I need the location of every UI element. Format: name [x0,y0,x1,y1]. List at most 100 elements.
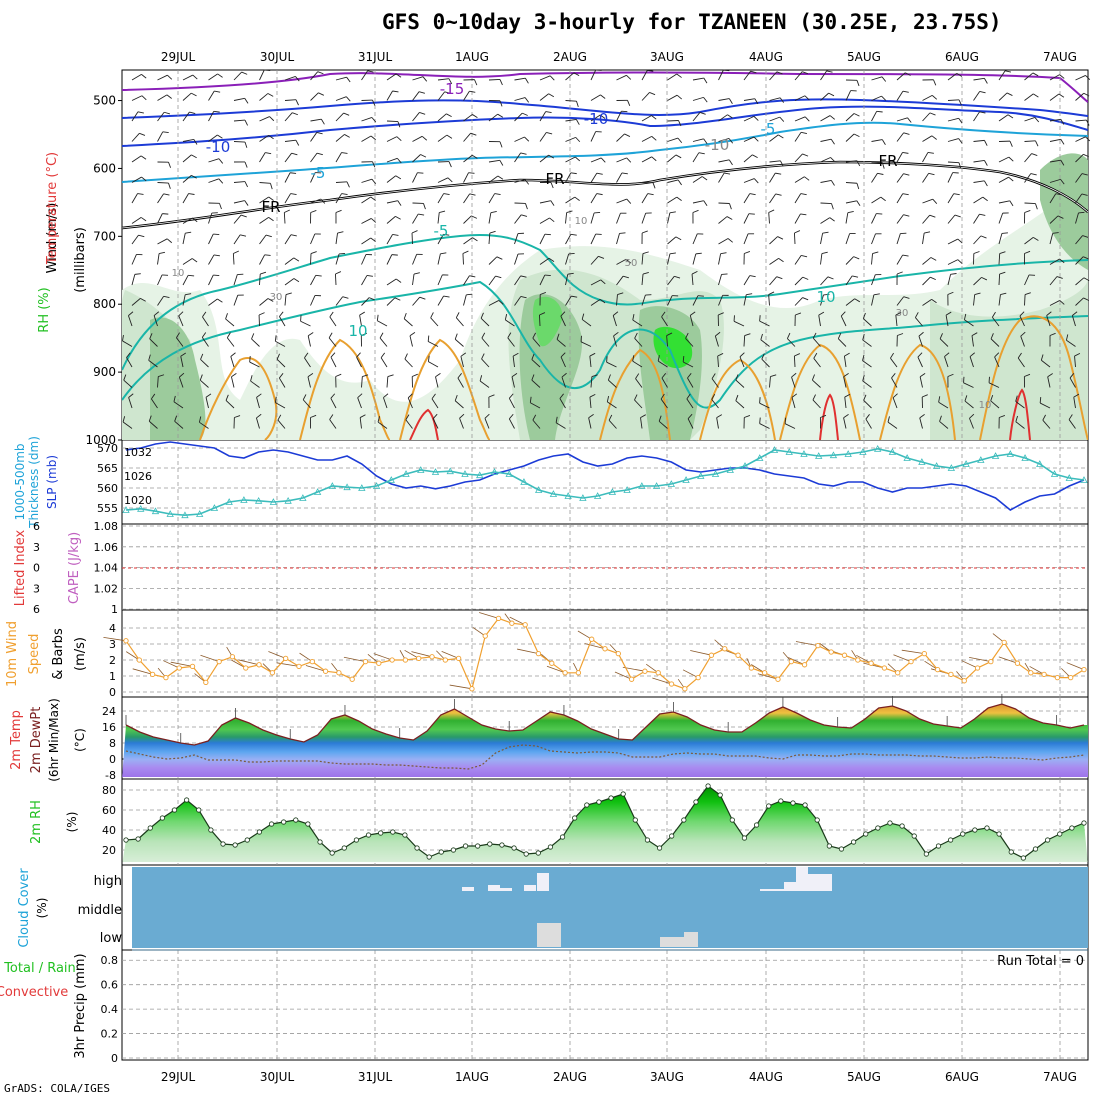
wind-barb [131,254,137,265]
rh-marker [317,839,323,845]
rh-marker [766,803,772,809]
wind-barb-flag [677,137,683,144]
wind-barb [998,200,1010,204]
wind-barb-flag [522,112,528,116]
wind-barb-flag [471,154,478,159]
cloud-background [132,867,1088,948]
wind-speed-marker [1054,674,1061,681]
wind-barb-flag [226,332,231,339]
wind-barb [718,172,725,183]
wind-barb [794,153,803,163]
wind-barb [488,175,499,183]
wind-barb-flag [495,275,502,279]
wind-barb [514,112,523,122]
wind-speed-marker [642,668,648,674]
wind-barb-flag [947,291,954,295]
wind-barb [335,193,343,204]
lifted-index-axis-label: Lifted Index [13,529,28,606]
wind-barb [843,376,847,388]
wind-barb-flag [140,297,146,302]
wind-barb-flag [329,311,334,318]
wind-barb [460,356,464,368]
wind-barb-flag [1007,114,1014,119]
wind-barb [565,100,577,102]
wind-barb [718,138,730,142]
surface-wind-barb [162,660,180,669]
wind-barb-flag [1083,153,1089,158]
wind-barb [511,376,515,388]
wind-barb-flag [881,95,887,101]
wind-barb [918,335,923,347]
wind-barb-flag [786,332,791,339]
rh-marker [1008,849,1014,855]
wind-barb-flag [897,333,904,336]
wind-barb [412,172,418,183]
wind-barb-flag [827,276,834,280]
pressure-tick-label: 900 [93,365,116,379]
rh-marker [790,800,796,806]
wind-barb [277,419,286,429]
wind-barb [769,276,778,286]
rh-marker [450,847,457,853]
surface-wind-barb [652,677,672,685]
wind-barb [658,420,668,429]
rh-tick-label: 20 [102,844,116,857]
wind-barb-flag [606,395,610,403]
wind-barb [386,200,398,204]
wind-barb [590,69,597,81]
wind-barb [793,232,796,245]
wind-barb [278,377,286,388]
wind-barb-flag [775,172,782,175]
wind-barb-flag [930,257,937,261]
surface-wind-barb [517,648,539,654]
slp-tick-label: 1020 [124,494,152,507]
wind-barb-flag [917,352,923,358]
wind-barb [427,341,439,347]
wind-barb-flag [560,311,566,317]
wind-barb [463,90,470,101]
wind-barb [173,401,184,409]
wind-barb [259,196,269,204]
wind-barb [973,180,985,183]
wind-barb [1049,193,1057,204]
wind-barb [488,159,500,163]
wind-barb-flag [687,373,692,379]
wind-barb-flag [570,172,577,175]
rh-marker [838,846,845,852]
wind-barb [820,115,831,122]
wind-speed-marker [868,660,874,666]
thickness-marker [166,510,174,517]
wind-barb [895,315,898,327]
wind-barb [616,275,624,286]
wind-barb [892,397,898,409]
wind-barb-flag [290,193,297,195]
wind-barb-flag [447,177,453,183]
wind-barb [412,112,420,122]
wind-barb-flag [284,209,290,213]
wind-barb-flag [162,131,169,134]
wind-barb-flag [367,70,374,73]
wind-barb [531,379,541,388]
wind-barb-flag [703,97,708,103]
cloud-block [684,932,698,947]
wind-barb [428,361,439,368]
wind-barb [863,399,872,409]
wind-barb-flag [499,141,503,148]
wind-barb [361,237,371,245]
thickness-marker [815,452,823,459]
wind-barb-flag [678,120,682,127]
wind-barb-flag [188,193,195,195]
thickness-tick-label: 565 [97,462,118,475]
rh-marker [559,834,566,840]
wind-barb [208,90,215,101]
wind-speed-marker [1068,674,1074,681]
rh-marker [911,833,917,839]
rh-marker [729,817,735,823]
wind-barb-flag [474,79,478,86]
wind-barb [1049,159,1061,163]
wind-barb-flag [573,72,580,77]
wind-speed-marker [815,642,821,649]
bottom-date-label: 7AUG [1043,1070,1077,1084]
wind-barb [865,418,872,429]
rh-marker [960,831,966,837]
